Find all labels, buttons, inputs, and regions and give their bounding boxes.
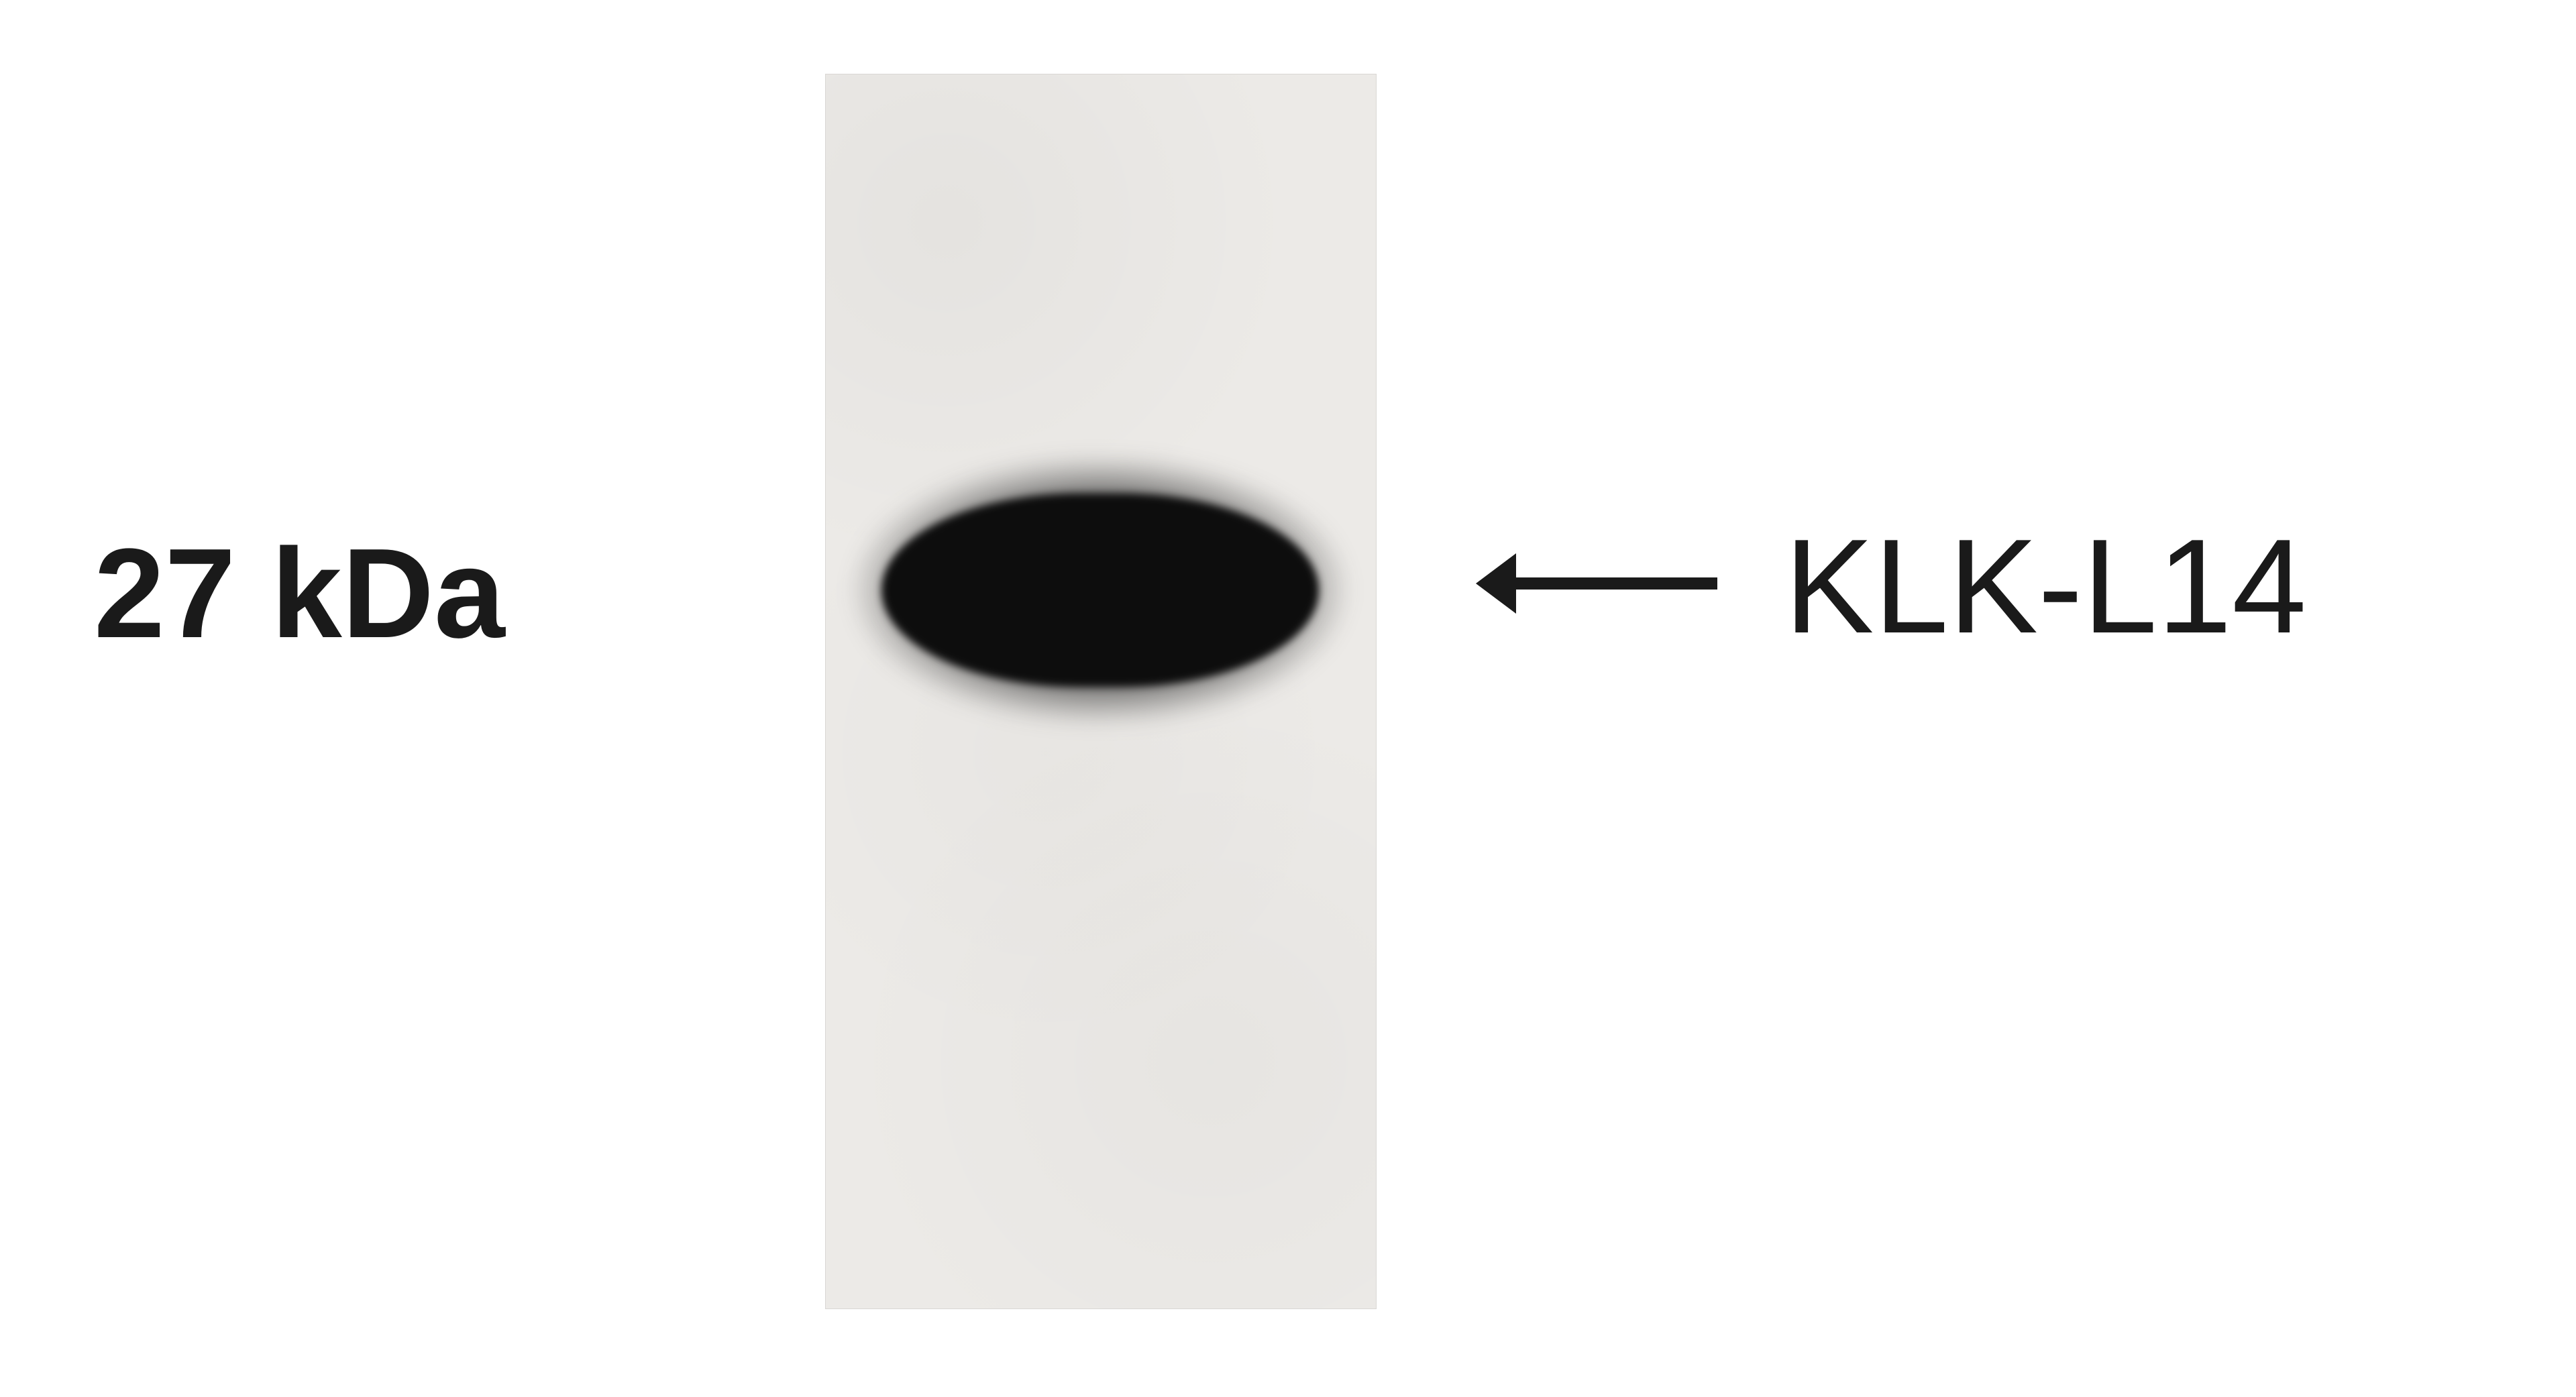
protein-name-label: KLK-L14 (1784, 510, 2306, 664)
western-blot-figure: 27 kDa KLK-L14 (0, 0, 2576, 1397)
protein-band (881, 494, 1318, 687)
arrow-icon (1476, 553, 1516, 614)
molecular-weight-label: 27 kDa (94, 520, 505, 667)
arrow-shaft (1516, 577, 1717, 590)
